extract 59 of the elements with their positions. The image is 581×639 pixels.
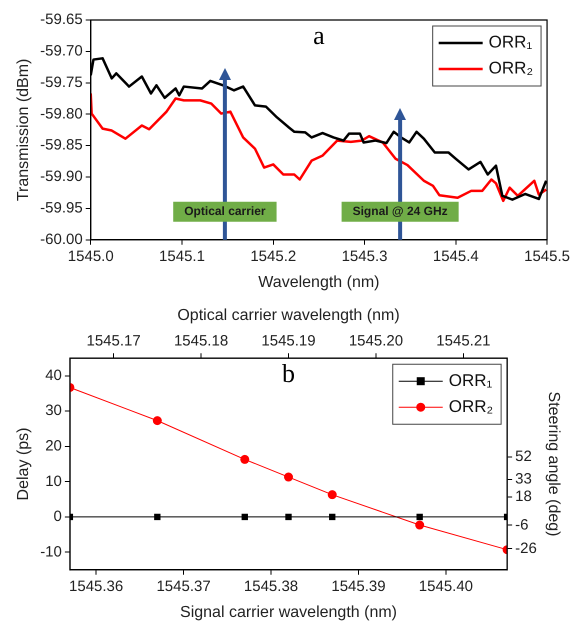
point <box>152 416 162 426</box>
y-tick-label: -59.70 <box>40 42 83 60</box>
y-tick-label: 20 <box>45 438 62 455</box>
x-tick-label: 1545.37 <box>156 578 211 595</box>
point <box>285 514 292 520</box>
y-tick-label: -59.95 <box>40 200 83 217</box>
x-tick-label: 1545.3 <box>342 248 388 265</box>
x2-tick-label: 1545.17 <box>86 332 141 350</box>
x-tick-label: 1545.2 <box>250 248 296 265</box>
y-tick-label: -59.65 <box>40 11 83 28</box>
annotation: a <box>313 20 326 50</box>
legend-label: ORR₁ <box>448 370 493 390</box>
point <box>416 514 423 520</box>
x-tick-label: 1545.38 <box>244 578 298 595</box>
point <box>242 514 248 520</box>
y2-tick-label: -26 <box>515 540 537 557</box>
point <box>240 454 250 464</box>
y-tick-label: 30 <box>45 402 62 420</box>
x-tick-label: 1545.0 <box>68 248 114 265</box>
x2-tick-label: 1545.20 <box>348 332 404 350</box>
y-tick-label: -59.80 <box>40 105 83 122</box>
x-tick-label: 1545.4 <box>432 248 479 265</box>
x-axis-title: Wavelength (nm) <box>258 274 380 291</box>
y-axis-title: Delay (ps) <box>15 428 32 500</box>
legend-label: ORR₁ <box>488 32 532 52</box>
y2-tick-label: -6 <box>515 516 528 534</box>
y2-tick-label: 18 <box>515 488 532 506</box>
x-axis-title: Signal carrier wavelength (nm) <box>180 604 397 621</box>
y-tick-label: 10 <box>45 472 62 490</box>
x-tick-label: 1545.5 <box>524 248 570 265</box>
x-tick-label: 1545.40 <box>418 578 474 595</box>
x-tick-label: 1545.1 <box>159 248 205 265</box>
x2-axis-title: Optical carrier wavelength (nm) <box>177 307 400 324</box>
legend-label: ORR₂ <box>488 58 534 78</box>
x-tick-label: 1545.39 <box>331 578 386 595</box>
y2-axis-title: Steering angle (deg) <box>544 392 562 536</box>
y-tick-label: -59.85 <box>40 136 83 154</box>
y-tick-label: -60.00 <box>40 230 83 248</box>
x2-tick-label: 1545.21 <box>436 332 491 350</box>
y-tick-label: -10 <box>40 543 62 560</box>
y-tick-label: -59.90 <box>40 168 83 186</box>
legend-label: ORR₂ <box>448 396 494 416</box>
x2-tick-label: 1545.19 <box>261 332 316 350</box>
ref-line-label: Optical carrier <box>184 204 266 218</box>
y-axis-title: Transmission (dBm) <box>15 58 32 202</box>
ref-line-label: Signal @ 24 GHz <box>352 204 448 218</box>
x2-tick-label: 1545.18 <box>174 332 228 350</box>
y2-tick-label: 33 <box>515 470 532 488</box>
point <box>415 520 424 530</box>
point <box>154 514 161 520</box>
x-tick-label: 1545.36 <box>68 578 124 595</box>
point <box>329 514 336 520</box>
point <box>284 472 293 482</box>
y-tick-label: 40 <box>45 366 62 384</box>
y2-tick-label: 52 <box>515 448 532 466</box>
y-tick-label: 0 <box>54 508 62 526</box>
y-tick-label: -59.75 <box>40 74 83 91</box>
point <box>328 490 337 500</box>
annotation: b <box>282 359 295 388</box>
